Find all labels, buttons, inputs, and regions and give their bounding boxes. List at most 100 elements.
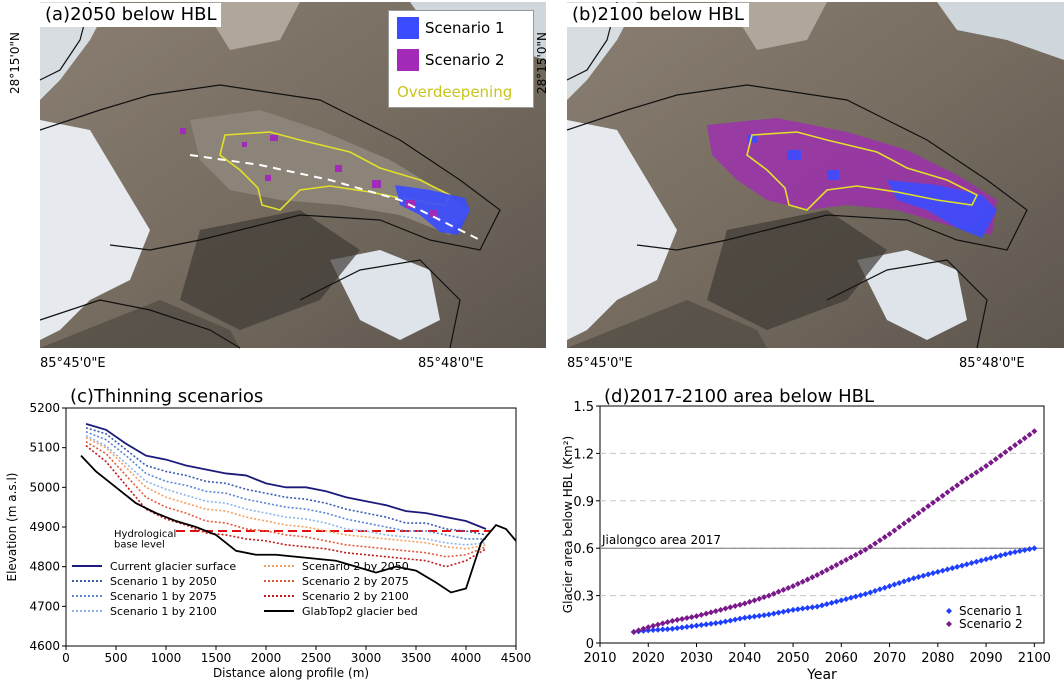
point-series-1 — [708, 620, 714, 627]
point-series-2 — [741, 600, 748, 607]
point-series-2 — [881, 534, 888, 541]
point-series-1 — [650, 627, 657, 634]
x-tick-label: 3000 — [351, 651, 382, 665]
reference-label: Jialongco area 2017 — [601, 533, 721, 547]
point-series-1 — [645, 627, 652, 634]
point-series-1 — [780, 608, 787, 615]
series-line-4 — [85, 437, 487, 550]
map-a-lon-left: 85°45'0"E — [40, 356, 106, 371]
point-series-2 — [944, 489, 951, 496]
legend-marker — [946, 621, 952, 627]
point-series-2 — [915, 510, 922, 517]
x-tick-label: 2090 — [970, 651, 1003, 666]
point-series-1 — [698, 621, 705, 628]
point-series-2 — [635, 627, 642, 634]
point-series-2 — [736, 601, 743, 608]
y-tick-label: 4900 — [29, 520, 60, 534]
point-series-2 — [809, 574, 816, 581]
point-series-2 — [833, 561, 840, 568]
point-series-2 — [1007, 445, 1014, 452]
point-series-2 — [901, 520, 908, 527]
point-series-2 — [876, 537, 883, 544]
point-series-1 — [857, 592, 864, 599]
point-series-1 — [809, 604, 816, 611]
x-tick-label: 2050 — [776, 651, 809, 666]
point-series-1 — [693, 622, 700, 629]
chart-title: (d)2017-2100 area below HBL — [604, 386, 874, 407]
map-a-legend: Scenario 1 Scenario 2 Overdeepening — [388, 10, 534, 108]
point-series-2 — [732, 603, 739, 610]
point-series-1 — [968, 560, 975, 567]
point-series-1 — [823, 601, 830, 608]
x-tick-label: 2500 — [301, 651, 332, 665]
point-series-1 — [958, 562, 965, 569]
point-series-1 — [819, 602, 825, 609]
point-series-1 — [765, 611, 772, 618]
point-series-1 — [799, 605, 806, 612]
point-series-1 — [761, 612, 768, 619]
legend-swatch-scenario-1 — [397, 17, 419, 39]
map-b-lon-right: 85°48'0"E — [959, 356, 1025, 371]
point-series-1 — [717, 619, 724, 626]
y-tick-label: 5100 — [29, 441, 60, 455]
legend-label: Scenario 1 — [959, 604, 1023, 618]
point-series-2 — [698, 611, 705, 618]
point-series-2 — [708, 609, 714, 616]
map-a-lat-label: 28°15'0"N — [8, 32, 22, 94]
point-series-1 — [872, 587, 879, 594]
point-series-1 — [901, 578, 908, 585]
x-tick-label: 2080 — [921, 651, 954, 666]
plot-frame — [599, 405, 1045, 644]
point-series-2 — [712, 608, 719, 615]
point-series-1 — [794, 606, 801, 613]
point-series-2 — [679, 615, 686, 622]
point-series-2 — [973, 469, 980, 476]
x-tick-label: 0 — [62, 651, 70, 665]
y-tick-label: 1.2 — [573, 447, 594, 462]
point-series-2 — [905, 517, 912, 524]
y-axis-label: Elevation (m a.s.l) — [5, 473, 19, 582]
point-series-1 — [978, 557, 985, 564]
series-line-1 — [85, 427, 487, 536]
point-series-2 — [1021, 435, 1028, 442]
x-tick-label: 2010 — [583, 651, 616, 666]
point-series-1 — [910, 575, 917, 582]
point-series-1 — [703, 621, 710, 628]
y-axis-label: Glacier area below HBL (Km²) — [561, 436, 575, 613]
point-series-1 — [997, 552, 1004, 559]
legend-label: Scenario 1 by 2050 — [110, 575, 217, 588]
point-series-2 — [963, 475, 970, 482]
x-tick-label: 4000 — [451, 651, 482, 665]
point-series-2 — [1002, 449, 1009, 456]
point-series-1 — [1021, 547, 1028, 554]
x-tick-label: 500 — [105, 651, 128, 665]
point-series-2 — [785, 585, 792, 592]
point-series-2 — [968, 472, 975, 479]
point-series-1 — [973, 558, 980, 565]
point-series-1 — [804, 604, 811, 611]
point-series-2 — [823, 567, 830, 574]
point-series-2 — [654, 621, 661, 628]
x-tick-label: 2070 — [873, 651, 906, 666]
point-series-2 — [640, 625, 647, 632]
legend-label: GlabTop2 glacier bed — [302, 605, 418, 618]
point-series-2 — [693, 613, 700, 620]
hbl-label-line-1: Hydrological — [114, 529, 176, 540]
y-tick-label: 5000 — [29, 480, 60, 494]
point-series-1 — [881, 584, 888, 591]
point-series-1 — [664, 626, 671, 633]
point-series-2 — [1031, 428, 1038, 435]
series-line-3 — [85, 435, 487, 546]
point-series-2 — [1012, 442, 1019, 449]
point-series-1 — [920, 572, 927, 579]
map-b-lat-label: 28°15'0"N — [535, 32, 549, 94]
point-series-2 — [847, 554, 854, 561]
point-series-1 — [944, 566, 951, 573]
point-series-1 — [987, 554, 994, 561]
point-series-1 — [727, 617, 734, 624]
point-series-2 — [896, 524, 903, 531]
point-series-2 — [930, 499, 936, 506]
y-tick-label: 4600 — [29, 639, 60, 653]
map-b-title: (b)2100 below HBL — [567, 3, 749, 27]
chart-area-below-hbl: (d)2017-2100 area below HBL 0 0.3 0.6 0.9 1.2… — [561, 386, 1051, 683]
